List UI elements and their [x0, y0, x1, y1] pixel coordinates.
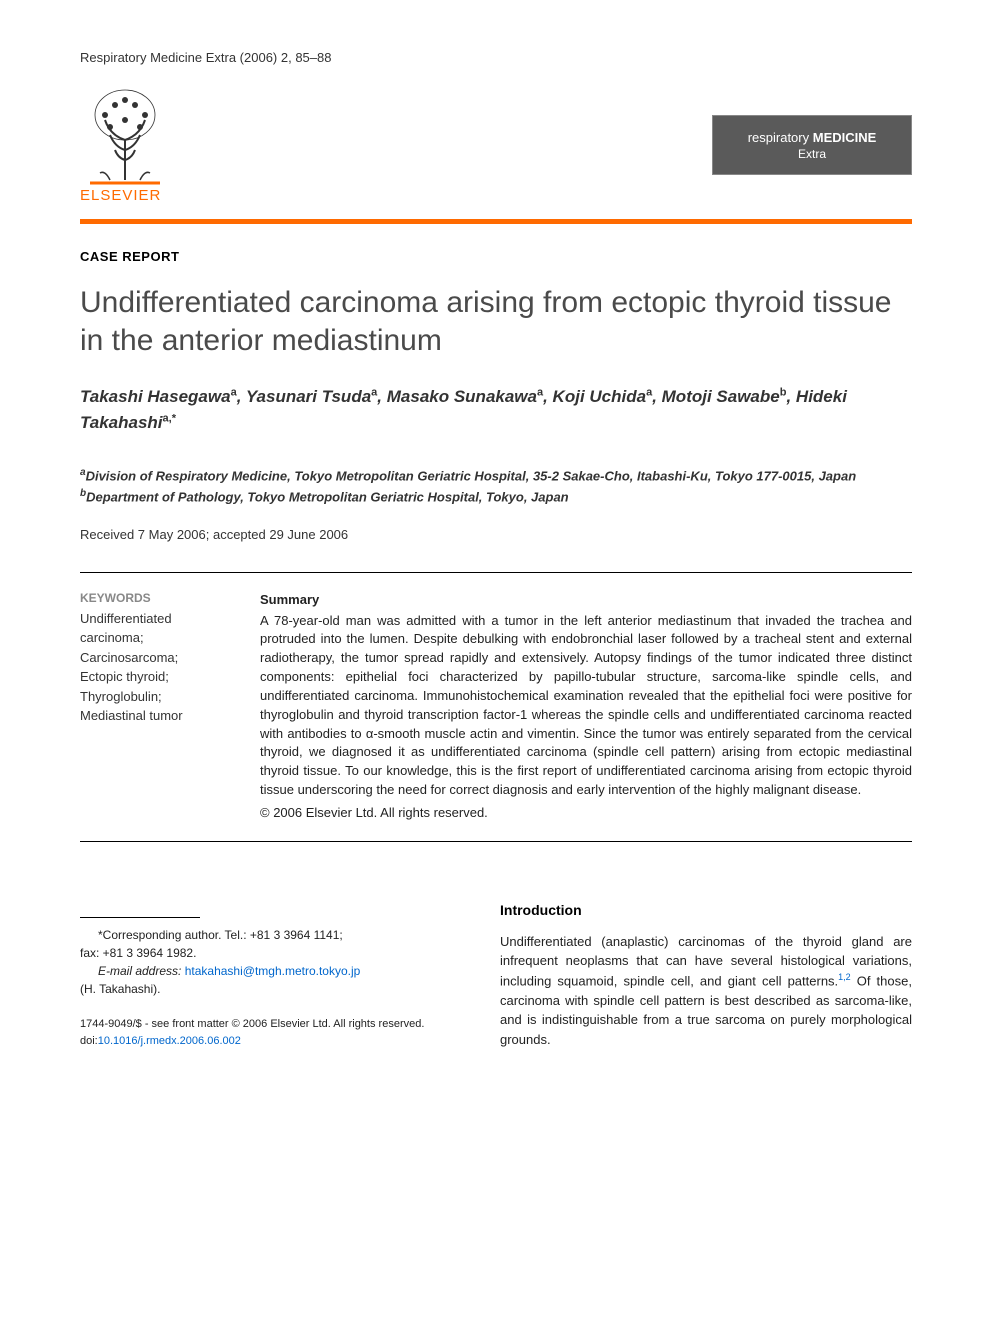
summary-copyright: © 2006 Elsevier Ltd. All rights reserved…: [260, 804, 912, 823]
authors-list: Takashi Hasegawaa, Yasunari Tsudaa, Masa…: [80, 384, 912, 435]
corresponding-tel: *Corresponding author. Tel.: +81 3 3964 …: [80, 926, 460, 944]
citation-header: Respiratory Medicine Extra (2006) 2, 85–…: [80, 50, 912, 65]
doi-line: doi:10.1016/j.rmedx.2006.06.002: [80, 1033, 460, 1050]
corresponding-author-footnote: *Corresponding author. Tel.: +81 3 3964 …: [80, 926, 460, 998]
corresponding-fax: fax: +81 3 3964 1982.: [80, 944, 460, 962]
email-link[interactable]: htakahashi@tmgh.metro.tokyo.jp: [185, 964, 361, 978]
logos-row: ELSEVIER respiratory MEDICINE Extra: [80, 85, 912, 204]
introduction-text: Undifferentiated (anaplastic) carcinomas…: [500, 932, 912, 1049]
front-matter-line: 1744-9049/$ - see front matter © 2006 El…: [80, 1016, 460, 1033]
keywords-list: Undifferentiated carcinoma;Carcinosarcom…: [80, 609, 235, 726]
abstract-block: KEYWORDS Undifferentiated carcinoma;Carc…: [80, 572, 912, 842]
bottom-info: 1744-9049/$ - see front matter © 2006 El…: [80, 1016, 460, 1049]
orange-divider: [80, 219, 912, 224]
article-title: Undifferentiated carcinoma arising from …: [80, 284, 912, 359]
keywords-heading: KEYWORDS: [80, 591, 235, 605]
elsevier-logo: ELSEVIER: [80, 85, 170, 204]
summary-text: A 78-year-old man was admitted with a tu…: [260, 613, 912, 798]
journal-badge-title: respiratory MEDICINE: [748, 130, 877, 145]
right-column: Introduction Undifferentiated (anaplasti…: [500, 902, 912, 1049]
article-type: CASE REPORT: [80, 249, 912, 264]
journal-badge-subtitle: Extra: [798, 147, 826, 161]
summary-heading: Summary: [260, 591, 912, 610]
corresponding-email-line: E-mail address: htakahashi@tmgh.metro.to…: [80, 962, 460, 980]
body-columns: *Corresponding author. Tel.: +81 3 3964 …: [80, 902, 912, 1049]
affiliation-a: aDivision of Respiratory Medicine, Tokyo…: [80, 465, 912, 486]
email-author: (H. Takahashi).: [80, 980, 460, 998]
doi-link[interactable]: 10.1016/j.rmedx.2006.06.002: [98, 1035, 241, 1047]
journal-badge: respiratory MEDICINE Extra: [712, 115, 912, 175]
elsevier-tree-icon: [80, 85, 170, 185]
elsevier-text: ELSEVIER: [80, 187, 161, 204]
affiliation-b: bDepartment of Pathology, Tokyo Metropol…: [80, 486, 912, 507]
article-dates: Received 7 May 2006; accepted 29 June 20…: [80, 527, 912, 542]
email-label: E-mail address:: [98, 964, 181, 978]
summary-column: Summary A 78-year-old man was admitted w…: [260, 591, 912, 823]
left-column: *Corresponding author. Tel.: +81 3 3964 …: [80, 902, 460, 1049]
keywords-column: KEYWORDS Undifferentiated carcinoma;Carc…: [80, 591, 260, 823]
footnote-rule: [80, 917, 200, 918]
affiliations: aDivision of Respiratory Medicine, Tokyo…: [80, 465, 912, 507]
introduction-heading: Introduction: [500, 902, 912, 918]
